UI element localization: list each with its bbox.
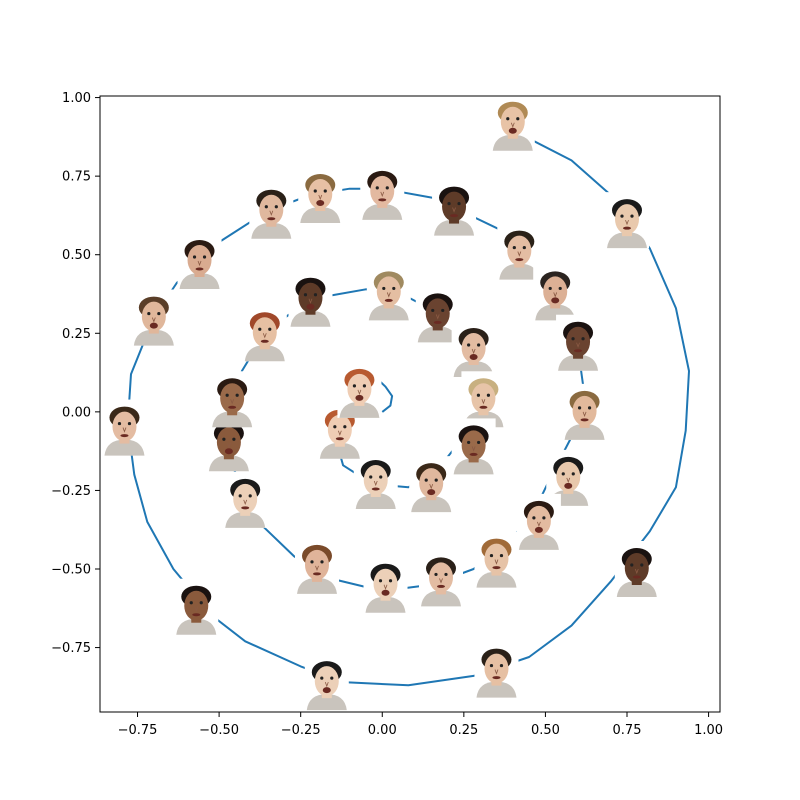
face-markers: [102, 94, 659, 711]
face-marker: [102, 399, 147, 456]
x-tick-label: 0.75: [613, 723, 642, 738]
face-marker: [353, 453, 398, 509]
x-tick-label: 0.25: [449, 723, 478, 738]
y-tick-label: −0.50: [51, 563, 91, 578]
face-marker: [516, 493, 561, 550]
face-marker: [490, 94, 535, 151]
face-marker: [556, 314, 601, 371]
face-marker: [288, 270, 333, 327]
y-axis: −0.75 −0.50 −0.25 0.00 0.25 0.50 0.75 1.00: [51, 91, 100, 656]
y-tick-label: −0.75: [51, 641, 91, 656]
face-marker: [432, 179, 477, 236]
face-marker: [474, 641, 519, 698]
face-marker: [605, 192, 649, 249]
x-tick-label: 1.00: [694, 723, 723, 738]
plot-area: [99, 94, 721, 713]
y-tick-label: 0.25: [62, 327, 91, 342]
face-marker: [210, 371, 255, 428]
y-tick-label: −0.25: [51, 484, 91, 499]
face-marker: [304, 654, 349, 711]
axes-border: [99, 95, 721, 713]
y-tick-label: 1.00: [62, 91, 91, 106]
x-tick-label: 0.00: [368, 723, 397, 738]
face-marker: [562, 383, 607, 440]
face-marker: [177, 233, 222, 289]
face-marker: [242, 305, 287, 362]
face-marker: [337, 361, 382, 418]
face-marker: [131, 289, 176, 346]
face-marker: [298, 167, 343, 223]
face-marker: [295, 537, 339, 594]
face-marker: [174, 578, 219, 635]
x-tick-label: 0.50: [531, 723, 560, 738]
x-tick-label: −0.25: [281, 723, 321, 738]
x-axis: −0.75 −0.50 −0.25 0.00 0.25 0.50 0.75 1.00: [118, 712, 723, 738]
y-tick-label: 0.50: [62, 248, 91, 263]
face-marker: [533, 264, 578, 321]
face-marker: [360, 163, 405, 220]
face-marker: [363, 556, 408, 613]
face-marker: [451, 418, 496, 475]
x-tick-label: −0.50: [199, 723, 239, 738]
face-marker: [419, 550, 463, 607]
face-marker: [223, 471, 268, 528]
y-tick-label: 0.00: [62, 405, 91, 420]
face-marker: [409, 456, 454, 513]
face-marker: [451, 321, 496, 377]
x-tick-label: −0.75: [118, 723, 158, 738]
y-tick-label: 0.75: [62, 170, 91, 185]
face-marker: [249, 182, 294, 239]
face-marker: [474, 531, 519, 588]
face-marker: [366, 264, 411, 321]
face-marker: [614, 541, 659, 597]
face-marker: [497, 223, 542, 280]
